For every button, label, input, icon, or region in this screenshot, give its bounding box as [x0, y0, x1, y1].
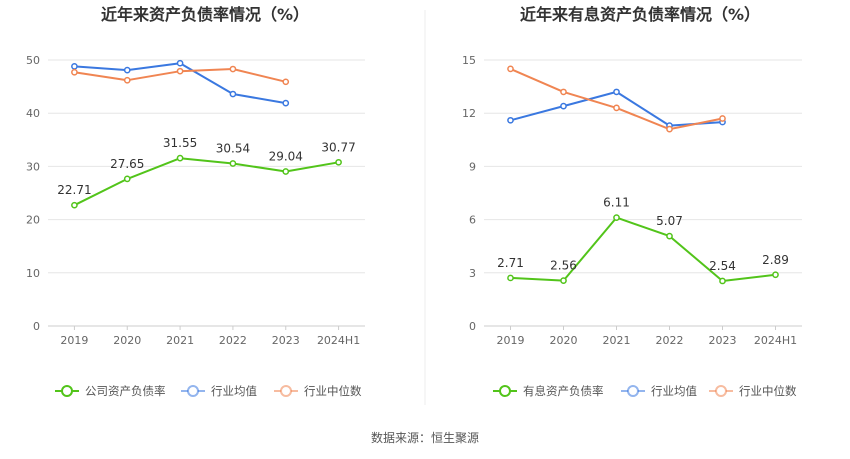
data-label: 6.11	[603, 196, 630, 210]
data-source-note: 数据来源：恒生聚源	[371, 430, 479, 445]
series-point-0	[772, 271, 779, 279]
legend-swatch-marker	[499, 385, 511, 397]
y-tick-label: 30	[26, 160, 40, 173]
chart-title: 近年来有息资产负债率情况（%）	[520, 5, 760, 24]
y-tick-label: 3	[469, 267, 476, 280]
legend-label: 行业均值	[651, 384, 697, 398]
y-tick-label: 40	[26, 107, 40, 120]
series-point-0	[282, 168, 290, 175]
series-point-2	[229, 65, 237, 73]
x-tick-label: 2020	[550, 334, 578, 347]
series-point-2	[560, 88, 567, 96]
legend-label: 公司资产负债率	[85, 384, 166, 398]
series-point-1	[282, 99, 290, 107]
series-point-1	[71, 63, 78, 70]
series-point-1	[176, 59, 184, 67]
data-label: 5.07	[656, 214, 683, 228]
x-tick-label: 2021	[603, 334, 631, 347]
y-tick-label: 6	[469, 214, 476, 227]
x-tick-label: 2024H1	[754, 334, 797, 347]
legend-swatch-marker	[280, 385, 292, 397]
data-label: 2.56	[550, 259, 577, 273]
series-point-0	[666, 232, 673, 240]
series-point-1	[507, 116, 514, 124]
x-tick-label: 2023	[272, 334, 300, 347]
y-tick-label: 15	[462, 54, 476, 67]
legend-swatch-marker	[715, 385, 727, 397]
series-point-2	[719, 115, 726, 122]
series-point-1	[229, 90, 237, 98]
series-line-0	[73, 157, 339, 207]
y-tick-label: 0	[33, 320, 40, 333]
series-point-1	[123, 66, 131, 74]
x-tick-label: 2021	[166, 334, 194, 347]
x-tick-label: 2022	[219, 334, 247, 347]
series-point-0	[229, 160, 237, 167]
debt-ratio-chart: 近年来资产负债率情况（%） 0 10 20 30 40 50 2019 2020 2021 2022…	[26, 5, 365, 398]
series-point-2	[613, 104, 620, 112]
x-tick-label: 2024H1	[317, 334, 360, 347]
y-tick-label: 10	[26, 267, 40, 280]
series-point-2	[282, 78, 290, 86]
data-label: 31.55	[163, 136, 197, 150]
legend-label: 行业中位数	[739, 384, 797, 398]
series-point-1	[560, 102, 567, 110]
series-point-0	[719, 277, 726, 285]
series-point-0	[507, 274, 514, 282]
data-label: 30.77	[321, 140, 355, 154]
series-point-2	[123, 76, 131, 84]
series-point-0	[71, 201, 78, 209]
data-label: 22.71	[57, 183, 91, 197]
legend-swatch-marker	[61, 385, 73, 397]
series-point-0	[335, 158, 342, 166]
data-label: 2.71	[497, 256, 524, 270]
legend-swatch-marker	[627, 385, 639, 397]
series-point-0	[560, 277, 567, 284]
series-point-2	[176, 67, 184, 75]
chart-title: 近年来资产负债率情况（%）	[101, 5, 309, 24]
y-tick-label: 12	[462, 107, 476, 120]
series-point-0	[613, 214, 620, 221]
data-label: 29.04	[269, 150, 303, 164]
series-point-0	[176, 154, 184, 162]
x-tick-label: 2019	[60, 334, 88, 347]
legend-label: 行业中位数	[304, 384, 362, 398]
legend-label: 行业均值	[211, 384, 257, 398]
x-tick-label: 2022	[656, 334, 684, 347]
series-point-2	[666, 125, 673, 133]
y-tick-label: 50	[26, 54, 40, 67]
x-tick-label: 2023	[709, 334, 737, 347]
series-point-0	[123, 175, 131, 183]
data-label: 2.89	[762, 253, 789, 267]
legend-swatch-marker	[187, 385, 199, 397]
series-line-2	[510, 67, 723, 131]
series-point-2	[507, 65, 514, 73]
y-tick-label: 9	[469, 160, 476, 173]
data-label: 30.54	[216, 142, 250, 156]
data-label: 27.65	[110, 157, 144, 171]
data-label: 2.54	[709, 259, 736, 273]
interest-bearing-debt-ratio-chart: 近年来有息资产负债率情况（%） 0 3 6 9 12 15 2019 2020 2021 2022 2…	[462, 5, 802, 398]
x-tick-label: 2019	[497, 334, 525, 347]
series-point-2	[71, 68, 78, 76]
legend-label: 有息资产负债率	[523, 384, 604, 398]
series-line-0	[510, 216, 776, 282]
series-point-1	[613, 88, 620, 96]
x-tick-label: 2020	[113, 334, 141, 347]
y-tick-label: 20	[26, 214, 40, 227]
y-tick-label: 0	[469, 320, 476, 333]
